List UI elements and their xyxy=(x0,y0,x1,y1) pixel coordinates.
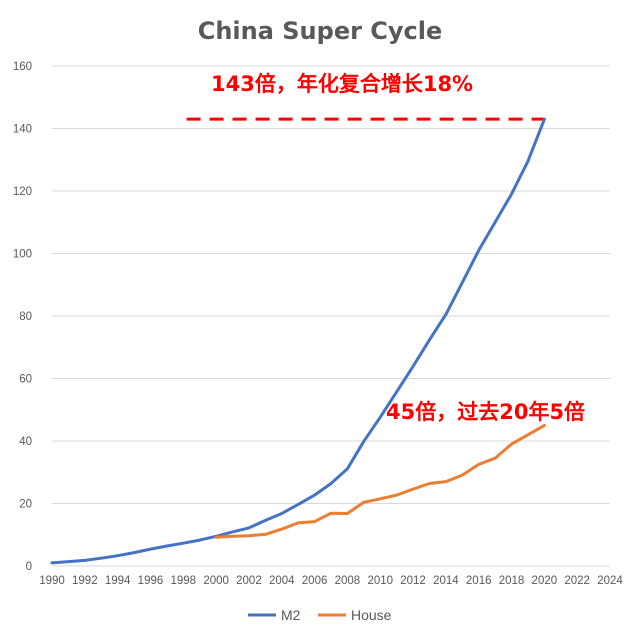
x-tick-label: 1992 xyxy=(72,575,98,587)
x-tick-label: 2022 xyxy=(564,575,590,587)
y-tick-label: 80 xyxy=(19,311,32,323)
x-axis-ticks: 1990 1992 1994 1996 1998 2000 2002 2004 2006 2008… xyxy=(39,575,623,587)
y-tick-label: 0 xyxy=(26,561,32,573)
x-tick-label: 1998 xyxy=(170,575,196,587)
x-tick-label: 2000 xyxy=(203,575,229,587)
x-tick-label: 2002 xyxy=(236,575,262,587)
x-tick-label: 2012 xyxy=(400,575,426,587)
x-tick-label: 2014 xyxy=(433,575,459,587)
x-tick-label: 2006 xyxy=(302,575,328,587)
legend-label-house: House xyxy=(351,607,392,623)
annotation-m2: 143倍，年化复合增长18% xyxy=(211,72,473,96)
y-axis-ticks: 0 20 40 60 80 100 120 140 160 xyxy=(13,61,32,573)
annotation-house: 45倍，过去20年5倍 xyxy=(386,400,585,424)
y-tick-label: 160 xyxy=(13,61,32,73)
x-tick-label: 1994 xyxy=(105,575,131,587)
y-tick-label: 100 xyxy=(13,249,32,261)
x-tick-label: 2020 xyxy=(532,575,558,587)
y-tick-label: 40 xyxy=(19,436,32,448)
series-lines xyxy=(50,117,546,565)
x-tick-label: 2016 xyxy=(466,575,492,587)
legend-label-m2: M2 xyxy=(281,607,301,623)
x-tick-label: 1990 xyxy=(39,575,65,587)
series-line-house xyxy=(214,423,546,539)
y-tick-label: 140 xyxy=(13,124,32,136)
x-tick-label: 2008 xyxy=(335,575,361,587)
legend: M2 House xyxy=(248,607,392,623)
x-tick-label: 2018 xyxy=(499,575,525,587)
x-tick-label: 2010 xyxy=(367,575,393,587)
chart-title: China Super Cycle xyxy=(198,17,443,45)
x-tick-label: 1996 xyxy=(138,575,164,587)
x-tick-label: 2024 xyxy=(597,575,623,587)
gridlines xyxy=(52,65,610,567)
y-tick-label: 20 xyxy=(19,499,32,511)
y-tick-label: 60 xyxy=(19,374,32,386)
y-tick-label: 120 xyxy=(13,186,32,198)
x-tick-label: 2004 xyxy=(269,575,295,587)
series-line-m2 xyxy=(50,117,546,565)
